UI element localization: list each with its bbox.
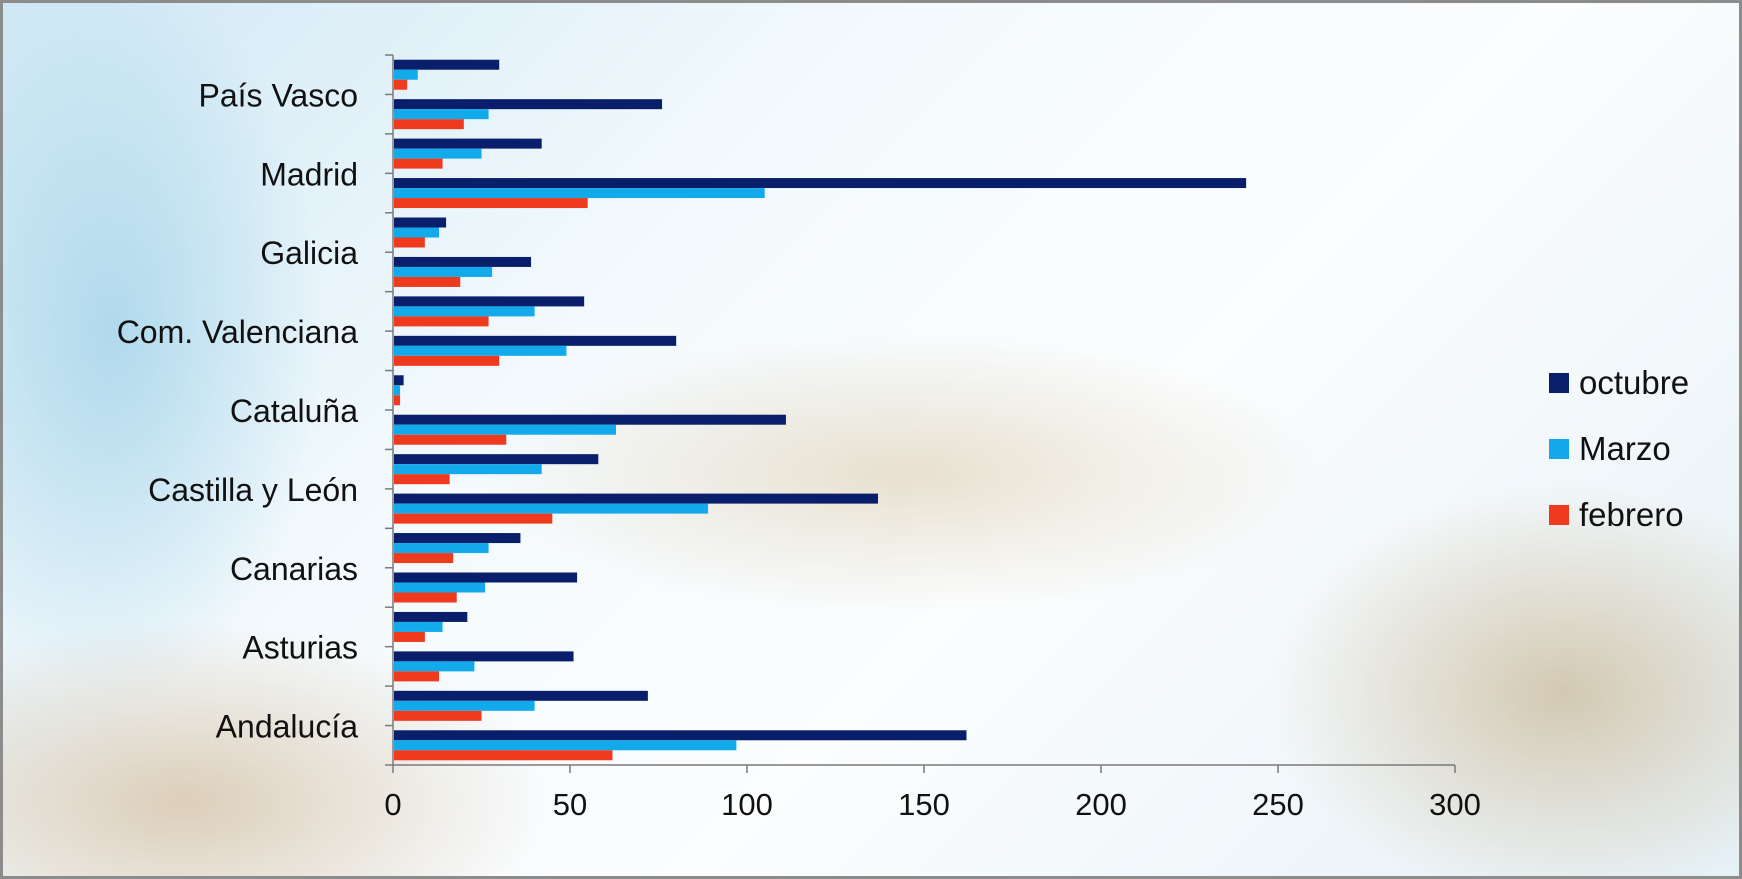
bar-febrero-5 <box>394 553 454 564</box>
x-tick-label: 250 <box>1252 787 1304 822</box>
bar-octubre-0 <box>394 730 967 741</box>
bar-octubre-5 <box>394 533 521 544</box>
bar-febrero-1 <box>394 710 482 721</box>
bar-octubre-11 <box>394 296 585 307</box>
bar-octubre-1 <box>394 690 648 701</box>
category-label-asturias: Asturias <box>242 630 358 666</box>
category-label-madrid: Madrid <box>260 156 358 192</box>
bar-chart: 0 50 100 150 200 250 300 Andalucía Asturias Canar… <box>117 54 1689 822</box>
bar-marzo-12 <box>394 266 493 277</box>
bar-febrero-17 <box>394 79 408 90</box>
bar-febrero-8 <box>394 434 507 445</box>
bar-octubre-14 <box>394 178 1247 189</box>
bar-octubre-17 <box>394 59 500 70</box>
legend-swatch-marzo <box>1549 439 1569 459</box>
bar-febrero-10 <box>394 355 500 366</box>
bar-febrero-9 <box>394 395 401 406</box>
bar-marzo-8 <box>394 424 617 435</box>
bar-octubre-8 <box>394 414 786 425</box>
legend-label-octubre: octubre <box>1579 364 1689 401</box>
bar-marzo-16 <box>394 109 489 120</box>
bar-marzo-5 <box>394 543 489 554</box>
bar-octubre-16 <box>394 99 663 110</box>
x-tick-label: 50 <box>553 787 587 822</box>
bar-marzo-4 <box>394 582 486 593</box>
legend-swatch-octubre <box>1549 373 1569 393</box>
bar-febrero-14 <box>394 198 588 209</box>
bar-febrero-7 <box>394 474 450 485</box>
x-tick-label: 0 <box>384 787 401 822</box>
bar-octubre-15 <box>394 138 542 149</box>
bar-febrero-11 <box>394 316 489 327</box>
bar-marzo-7 <box>394 464 542 475</box>
bar-febrero-15 <box>394 158 443 169</box>
bar-marzo-9 <box>394 385 401 396</box>
legend-label-marzo: Marzo <box>1579 430 1671 467</box>
category-label-castilla-y-leon: Castilla y León <box>148 472 358 508</box>
bar-marzo-10 <box>394 345 567 356</box>
bar-febrero-13 <box>394 237 425 248</box>
bar-marzo-6 <box>394 503 709 514</box>
bar-marzo-14 <box>394 188 765 199</box>
bar-octubre-9 <box>394 375 404 386</box>
bar-febrero-2 <box>394 671 440 682</box>
bar-febrero-6 <box>394 513 553 524</box>
bar-marzo-17 <box>394 69 418 80</box>
x-tick-label: 300 <box>1429 787 1481 822</box>
category-label-canarias: Canarias <box>230 551 358 587</box>
category-label-com-valenciana: Com. Valenciana <box>117 314 359 350</box>
bar-marzo-0 <box>394 740 737 751</box>
bar-octubre-3 <box>394 611 468 622</box>
category-label-galicia: Galicia <box>260 235 358 271</box>
bar-octubre-2 <box>394 651 574 662</box>
bar-octubre-4 <box>394 572 578 583</box>
bar-octubre-6 <box>394 493 878 504</box>
bar-marzo-2 <box>394 661 475 672</box>
bar-febrero-0 <box>394 750 613 761</box>
bar-marzo-3 <box>394 621 443 632</box>
bar-octubre-13 <box>394 217 447 228</box>
bar-febrero-12 <box>394 276 461 287</box>
bar-febrero-3 <box>394 631 425 642</box>
bar-febrero-4 <box>394 592 457 603</box>
bar-octubre-7 <box>394 454 599 465</box>
legend-swatch-febrero <box>1549 505 1569 525</box>
bar-octubre-12 <box>394 256 532 267</box>
category-label-cataluna: Cataluña <box>230 393 358 429</box>
bar-octubre-10 <box>394 335 677 346</box>
x-tick-label: 100 <box>721 787 773 822</box>
category-label-pais-vasco: País Vasco <box>199 77 358 113</box>
x-tick-label: 150 <box>898 787 950 822</box>
bar-marzo-1 <box>394 700 535 711</box>
legend-label-febrero: febrero <box>1579 496 1684 533</box>
bar-febrero-16 <box>394 119 464 130</box>
bar-marzo-13 <box>394 227 440 238</box>
bar-marzo-15 <box>394 148 482 159</box>
category-label-andalucia: Andalucía <box>216 709 359 745</box>
x-tick-label: 200 <box>1075 787 1127 822</box>
bar-marzo-11 <box>394 306 535 317</box>
